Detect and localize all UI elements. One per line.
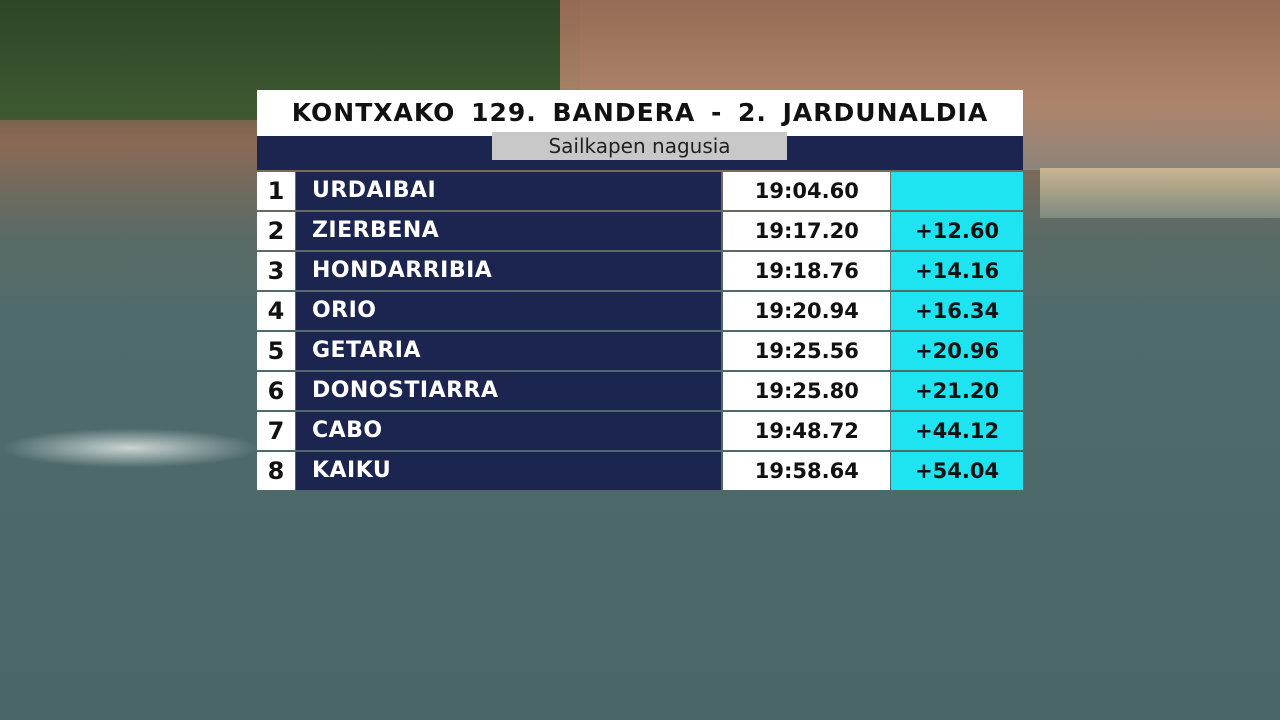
time-cell: 19:20.94 — [723, 292, 891, 330]
position-cell: 1 — [257, 172, 295, 210]
time-cell: 19:04.60 — [723, 172, 891, 210]
team-cell: HONDARRIBIA — [295, 252, 722, 290]
subtitle-band: Sailkapen nagusia — [257, 132, 1023, 170]
team-cell: URDAIBAI — [295, 172, 722, 210]
table-row: 5 GETARIA 19:25.56 +20.96 — [257, 332, 1024, 370]
table-row: 4 ORIO 19:20.94 +16.34 — [257, 292, 1024, 330]
gap-cell: +21.20 — [891, 372, 1024, 410]
boat-wake — [0, 428, 260, 468]
position-cell: 7 — [257, 412, 295, 450]
position-cell: 5 — [257, 332, 295, 370]
gap-cell: +14.16 — [891, 252, 1024, 290]
team-cell: ORIO — [295, 292, 722, 330]
gap-cell — [891, 172, 1024, 210]
gap-cell: +44.12 — [891, 412, 1024, 450]
table-row: 7 CABO 19:48.72 +44.12 — [257, 412, 1024, 450]
beach — [1040, 168, 1280, 218]
position-cell: 2 — [257, 212, 295, 250]
table-row: 6 DONOSTIARRA 19:25.80 +21.20 — [257, 372, 1024, 410]
standings-panel: KONTXAKO 129. BANDERA - 2. JARDUNALDIA S… — [257, 90, 1024, 490]
time-cell: 19:48.72 — [723, 412, 891, 450]
team-cell: GETARIA — [295, 332, 722, 370]
position-cell: 8 — [257, 452, 295, 490]
team-cell: KAIKU — [295, 452, 722, 490]
position-cell: 4 — [257, 292, 295, 330]
time-cell: 19:25.80 — [723, 372, 891, 410]
time-cell: 19:25.56 — [723, 332, 891, 370]
team-cell: ZIERBENA — [295, 212, 722, 250]
team-cell: DONOSTIARRA — [295, 372, 722, 410]
table-row: 2 ZIERBENA 19:17.20 +12.60 — [257, 212, 1024, 250]
table-row: 3 HONDARRIBIA 19:18.76 +14.16 — [257, 252, 1024, 290]
time-cell: 19:58.64 — [723, 452, 891, 490]
team-cell: CABO — [295, 412, 722, 450]
table-row: 8 KAIKU 19:58.64 +54.04 — [257, 452, 1024, 490]
panel-title: KONTXAKO 129. BANDERA - 2. JARDUNALDIA — [257, 90, 1023, 136]
table-row: 1 URDAIBAI 19:04.60 — [257, 172, 1024, 210]
panel-subtitle: Sailkapen nagusia — [492, 132, 787, 160]
time-cell: 19:18.76 — [723, 252, 891, 290]
position-cell: 3 — [257, 252, 295, 290]
standings-table: 1 URDAIBAI 19:04.60 2 ZIERBENA 19:17.20 +12.60… — [257, 172, 1024, 490]
gap-cell: +54.04 — [891, 452, 1024, 490]
gap-cell: +12.60 — [891, 212, 1024, 250]
position-cell: 6 — [257, 372, 295, 410]
gap-cell: +16.34 — [891, 292, 1024, 330]
gap-cell: +20.96 — [891, 332, 1024, 370]
time-cell: 19:17.20 — [723, 212, 891, 250]
